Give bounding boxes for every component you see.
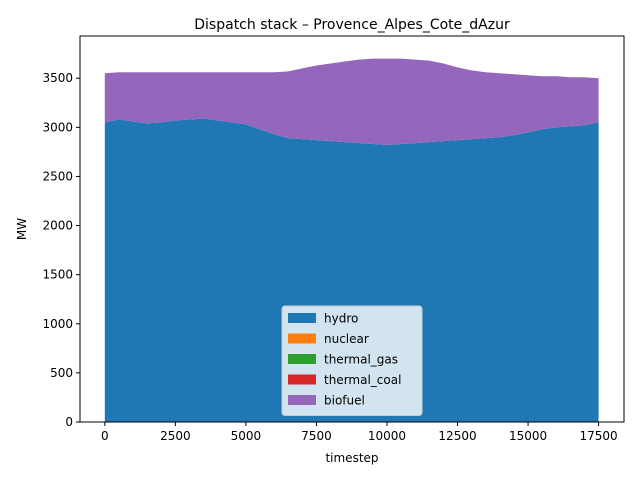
x-tick-label: 2500: [160, 429, 191, 443]
legend-label-biofuel: biofuel: [324, 394, 365, 408]
legend-label-thermal-gas: thermal_gas: [324, 353, 398, 367]
x-tick-label: 17500: [580, 429, 618, 443]
y-axis-label: MW: [15, 218, 29, 240]
x-tick-label: 7500: [301, 429, 332, 443]
chart-title: Dispatch stack – Provence_Alpes_Cote_dAz…: [194, 17, 510, 33]
x-axis-label: timestep: [325, 451, 378, 465]
area-hydro: [104, 118, 599, 422]
legend-swatch-biofuel: [288, 395, 316, 405]
x-tick-label: 0: [101, 429, 109, 443]
y-tick-label: 3000: [42, 120, 73, 134]
y-tick-label: 1500: [42, 268, 73, 282]
legend-label-hydro: hydro: [324, 312, 358, 326]
legend-swatch-nuclear: [288, 333, 316, 344]
y-tick-label: 3500: [42, 71, 73, 85]
x-tick-label: 12500: [438, 429, 476, 443]
plot-frame: [79, 35, 625, 423]
legend-swatch-thermal-coal: [288, 374, 316, 385]
area-biofuel: [104, 58, 599, 145]
legend: hydro nuclear thermal_gas thermal_coalbiofu…: [281, 305, 423, 416]
y-tick-label: 500: [50, 366, 73, 380]
y-axis-ticks: 0 500 1000 1500 2000 2500 3000 3500: [42, 71, 80, 429]
legend-label-nuclear: nuclear: [324, 332, 369, 346]
y-tick-label: 0: [65, 415, 73, 429]
y-tick-label: 2000: [42, 219, 73, 233]
legend-box: [281, 305, 423, 416]
x-axis-ticks: 0 2500 5000 7500 10000 12500 15000 17500: [101, 422, 618, 443]
y-tick-label: 1000: [42, 317, 73, 331]
x-tick-label: 5000: [231, 429, 262, 443]
legend-swatch-thermal-gas: [288, 354, 316, 364]
legend-swatch-hydro: [288, 313, 316, 323]
x-tick-label: 15000: [509, 429, 547, 443]
legend-label-thermal-coal: thermal_coal: [324, 373, 401, 387]
x-tick-label: 10000: [368, 429, 406, 443]
area-layer: [104, 58, 599, 422]
y-tick-label: 2500: [42, 169, 73, 183]
